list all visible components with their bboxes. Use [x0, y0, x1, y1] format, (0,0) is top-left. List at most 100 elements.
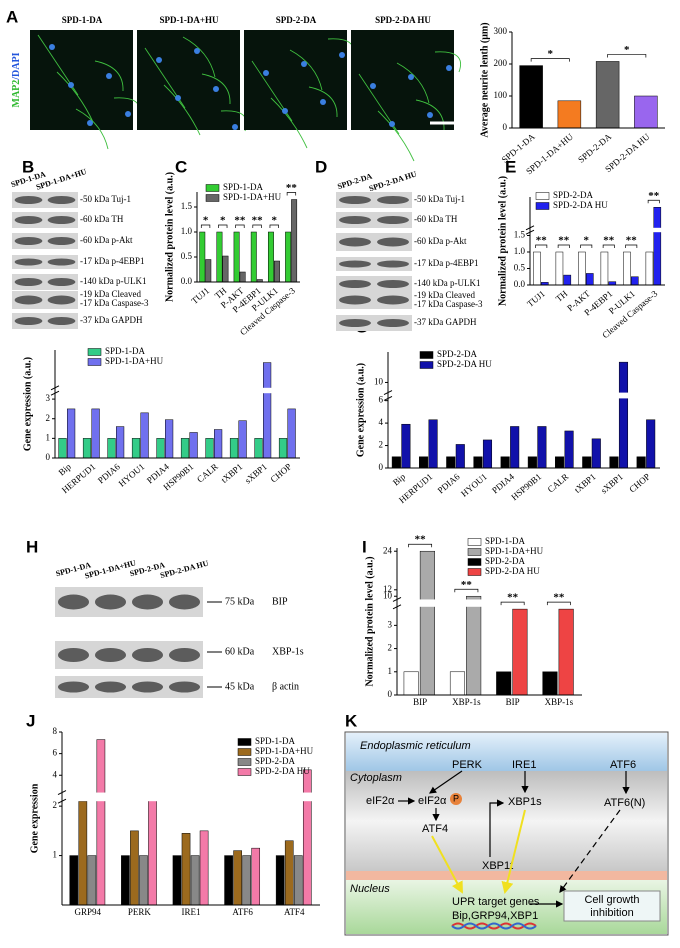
blot-band: [131, 594, 164, 610]
blot-band: [14, 216, 43, 224]
band-label: -50 kDa Tuj-1: [80, 194, 131, 204]
marker-label: 60 kDa: [225, 646, 255, 657]
bar: [582, 456, 592, 469]
legend-swatch: [419, 361, 434, 369]
significance-label: **: [603, 235, 615, 247]
y-tick-label: 10: [383, 590, 393, 600]
blot-band: [377, 237, 409, 247]
y-tick-label: 1.5: [514, 230, 526, 240]
significance-label: **: [558, 235, 570, 247]
bar: [558, 608, 574, 696]
neurite: [434, 51, 461, 73]
xbp1s-label: XBP1s: [508, 796, 542, 808]
bar: [91, 408, 100, 459]
marker-label: 75 kDa: [225, 596, 255, 607]
legend-swatch: [419, 351, 434, 359]
bar: [58, 438, 67, 459]
blot-band: [131, 648, 164, 662]
diagram: Endoplasmic reticulum Cytoplasm Nucleus …: [344, 731, 669, 936]
blot-band: [339, 295, 371, 305]
significance-bracket: [454, 588, 479, 593]
legend-label: SPD-1-DA: [255, 736, 296, 746]
bar: [67, 408, 76, 459]
y-tick-label: 300: [494, 26, 508, 36]
bar: [449, 671, 466, 696]
panel-label: A: [6, 7, 18, 26]
blot-band: [47, 295, 76, 305]
bar: [190, 855, 200, 906]
cytoplasm-label: Cytoplasm: [350, 772, 402, 784]
x-tick-label: sXBP1: [599, 471, 625, 495]
er-label: Endoplasmic reticulum: [360, 740, 471, 752]
upr-label: UPR target genes: [452, 896, 540, 908]
y-tick-label: 1: [388, 666, 393, 676]
x-tick-label: GRP94: [75, 907, 102, 917]
significance-bracket: [580, 244, 593, 248]
bar: [595, 61, 620, 129]
legend-swatch: [237, 738, 252, 746]
neurite: [94, 60, 124, 92]
significance-bracket: [607, 54, 647, 58]
band-label: -19 kDa Cleaved: [414, 290, 475, 300]
bar: [278, 438, 288, 459]
bar: [482, 439, 493, 469]
band-label: -17 kDa p-4EBP1: [80, 256, 145, 266]
bar: [181, 833, 191, 906]
y-tick-label: 6: [379, 395, 384, 405]
blot-band: [47, 317, 76, 325]
bar: [263, 362, 272, 459]
bar: [591, 438, 601, 469]
band-label: -37 kDa GAPDH: [414, 317, 477, 327]
significance-label: **: [461, 579, 473, 591]
x-tick-label: BIP: [413, 697, 427, 707]
significance-label: **: [626, 235, 638, 247]
blot-band: [14, 295, 43, 305]
bar: [391, 456, 401, 469]
band-label: -60 kDa TH: [414, 214, 458, 224]
neurite: [201, 73, 231, 105]
bar: [229, 438, 239, 459]
atf6-label: ATF6: [610, 759, 636, 771]
legend-swatch: [467, 538, 482, 546]
image-label: SPD-1-DA+HU: [159, 15, 219, 25]
bar: [156, 438, 165, 459]
bar: [274, 260, 280, 283]
bar: [165, 419, 174, 459]
bar: [645, 251, 654, 286]
x-tick-label: TUJ1: [525, 288, 547, 309]
arrow: [431, 835, 463, 894]
legend-swatch: [205, 184, 220, 192]
x-tick-label: tXBP1: [572, 471, 597, 494]
y-tick-label: 0.5: [181, 251, 193, 261]
x-tick-label: Bip: [56, 461, 73, 477]
y-tick-label: 0: [503, 122, 508, 132]
bar: [428, 419, 438, 469]
blot-band: [57, 648, 90, 662]
legend-swatch: [467, 568, 482, 576]
x-tick-label: HSP90B1: [509, 471, 543, 502]
significance-label: **: [234, 215, 246, 227]
significance-label: **: [286, 182, 298, 194]
significance-label: *: [548, 48, 554, 60]
significance-label: *: [584, 235, 590, 247]
phospho-label: P: [453, 793, 459, 803]
y-tick-label: 0: [46, 452, 51, 462]
x-tick-label: ATF6: [232, 907, 253, 917]
bar: [527, 456, 537, 469]
legend-swatch: [237, 768, 252, 776]
bar: [419, 456, 429, 469]
bar: [180, 438, 190, 459]
growth-box: [563, 890, 661, 922]
significance-label: **: [553, 592, 565, 604]
bar: [251, 847, 261, 906]
bar: [653, 207, 662, 286]
image-label: SPD-1-DA: [62, 15, 103, 25]
xbp1t-label: XBP1t: [482, 860, 513, 872]
micrograph: [137, 30, 240, 130]
dna-strand: [451, 922, 537, 930]
x-tick-label: PERK: [128, 907, 152, 917]
axis-break: [398, 599, 583, 607]
legend-swatch: [205, 194, 220, 202]
blot-band: [14, 278, 43, 286]
blot-strip: [55, 676, 203, 698]
